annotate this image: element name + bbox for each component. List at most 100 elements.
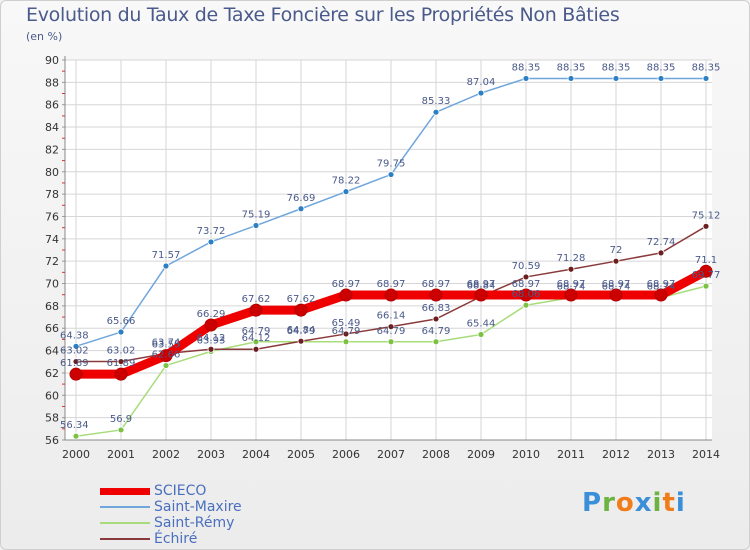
data-label--chir-: 64.84: [287, 325, 316, 336]
data-label-saint-r-my: 64.79: [377, 326, 406, 337]
data-label-scieco: 67.62: [242, 294, 271, 305]
data-point-scieco: [339, 288, 353, 302]
x-tick-label: 2000: [62, 448, 90, 461]
data-label-saint-maxire: 88.35: [602, 62, 631, 73]
x-tick-label: 2010: [512, 448, 540, 461]
data-label--chir-: 68.84: [467, 280, 496, 291]
y-tick-label: 62: [45, 367, 59, 380]
data-label-scieco: 61.89: [60, 358, 89, 369]
data-point-saint-r-my: [522, 301, 530, 309]
data-point--chir-: [432, 315, 440, 323]
x-tick-label: 2014: [692, 448, 720, 461]
data-point-saint-maxire: [657, 75, 665, 82]
x-tick-label: 2012: [602, 448, 630, 461]
legend-label-scieco: SCIECO: [154, 483, 207, 499]
data-point-saint-r-my: [72, 432, 80, 440]
series-group: [69, 75, 713, 440]
y-tick-label: 76: [45, 210, 59, 223]
data-label--chir-: 71.28: [557, 253, 586, 264]
data-label-saint-r-my: 56.34: [60, 420, 89, 431]
data-point-scieco: [654, 288, 668, 302]
legend-swatch-scieco: [100, 488, 150, 495]
y-tick-label: 70: [45, 278, 59, 291]
logo-letter: i: [675, 488, 686, 518]
data-point-scieco: [69, 367, 83, 381]
chart-title: Evolution du Taux de Taxe Foncière sur l…: [26, 4, 620, 26]
data-label-saint-maxire: 76.69: [287, 193, 316, 204]
data-label-saint-maxire: 64.38: [60, 330, 89, 341]
data-label--chir-: 66.83: [422, 303, 451, 314]
data-point-saint-maxire: [162, 262, 170, 270]
y-tick-label: 78: [45, 188, 59, 201]
data-label-scieco: 63.55: [152, 340, 181, 351]
data-point--chir-: [657, 249, 665, 257]
data-point-saint-r-my: [162, 362, 170, 369]
data-label-saint-maxire: 88.35: [692, 62, 721, 73]
plot-area: [65, 60, 712, 440]
data-label-saint-maxire: 79.75: [377, 159, 406, 170]
data-label-saint-r-my: 68.74: [647, 282, 676, 293]
data-label--chir-: 64.12: [197, 333, 226, 344]
x-tick-label: 2013: [647, 448, 675, 461]
data-label--chir-: 63.02: [60, 346, 89, 357]
y-tick-label: 60: [45, 389, 59, 402]
data-point-saint-r-my: [432, 338, 440, 346]
data-point-scieco: [429, 288, 443, 302]
y-tick-label: 86: [45, 99, 59, 112]
data-point-saint-maxire: [117, 328, 125, 336]
data-point-saint-r-my: [252, 338, 260, 346]
logo-letter: o: [615, 488, 635, 518]
data-point-saint-r-my: [387, 338, 395, 346]
data-point-scieco: [159, 349, 173, 363]
data-point--chir-: [252, 345, 260, 353]
data-label-scieco: 61.89: [107, 358, 136, 369]
data-labels: 64.38 65.66 71.57 73.72 75.19 76.69 78.22 79.75…: [60, 62, 720, 431]
data-label-saint-r-my: 56.9: [110, 414, 132, 425]
data-point-saint-r-my: [477, 331, 485, 338]
x-tick-label: 2001: [107, 448, 135, 461]
data-label-saint-maxire: 73.72: [197, 226, 226, 237]
data-label-saint-r-my: 63.93: [197, 335, 226, 346]
data-label-scieco: 71.1: [695, 255, 717, 266]
axes: 56 58 60 62 64 66 68 70 72 74 76 78 80 82 84 86 88 90 2000…: [45, 54, 720, 461]
data-point-scieco: [384, 288, 398, 302]
data-point-saint-maxire: [432, 108, 440, 116]
data-label--chir-: 70.59: [512, 261, 541, 272]
logo-letter: i: [652, 488, 663, 518]
data-label--chir-: 72: [610, 245, 623, 256]
data-label--chir-: 72.74: [647, 237, 676, 248]
data-point-saint-r-my: [702, 282, 710, 290]
data-point--chir-: [72, 358, 80, 365]
y-tick-label: 90: [45, 54, 59, 67]
y-tick-label: 58: [45, 412, 59, 425]
y-tick-label: 80: [45, 166, 59, 179]
data-point--chir-: [297, 337, 305, 345]
data-label-scieco: 68.97: [377, 279, 406, 290]
data-point-saint-maxire: [252, 222, 260, 229]
data-label--chir-: 64.12: [242, 333, 271, 344]
data-label-saint-r-my: 64.79: [287, 326, 316, 337]
data-point-saint-maxire: [387, 171, 395, 178]
data-point-saint-r-my: [117, 426, 125, 434]
data-point-scieco: [474, 288, 488, 302]
legend-swatch-saint-remy: [100, 522, 150, 524]
data-point-scieco: [609, 288, 623, 302]
legend-label-saint-remy: Saint-Rémy: [154, 515, 235, 531]
data-label--chir-: 75.12: [692, 210, 721, 221]
logo-letter: P: [582, 488, 603, 518]
data-label-saint-r-my: 65.44: [467, 318, 496, 329]
data-point-saint-maxire: [297, 205, 305, 213]
data-point-scieco: [114, 367, 128, 381]
data-label-saint-r-my: 69.77: [692, 270, 721, 281]
logo-letter: x: [634, 488, 653, 518]
data-point-saint-maxire: [207, 238, 215, 246]
y-tick-label: 88: [45, 76, 59, 89]
data-label-saint-r-my: 64.79: [242, 326, 271, 337]
data-point--chir-: [207, 345, 215, 353]
data-label-saint-maxire: 88.35: [647, 62, 676, 73]
x-tick-label: 2011: [557, 448, 585, 461]
data-label-saint-r-my: 68.74: [602, 282, 631, 293]
grid: [65, 59, 712, 441]
data-label-saint-r-my: 68.74: [557, 282, 586, 293]
